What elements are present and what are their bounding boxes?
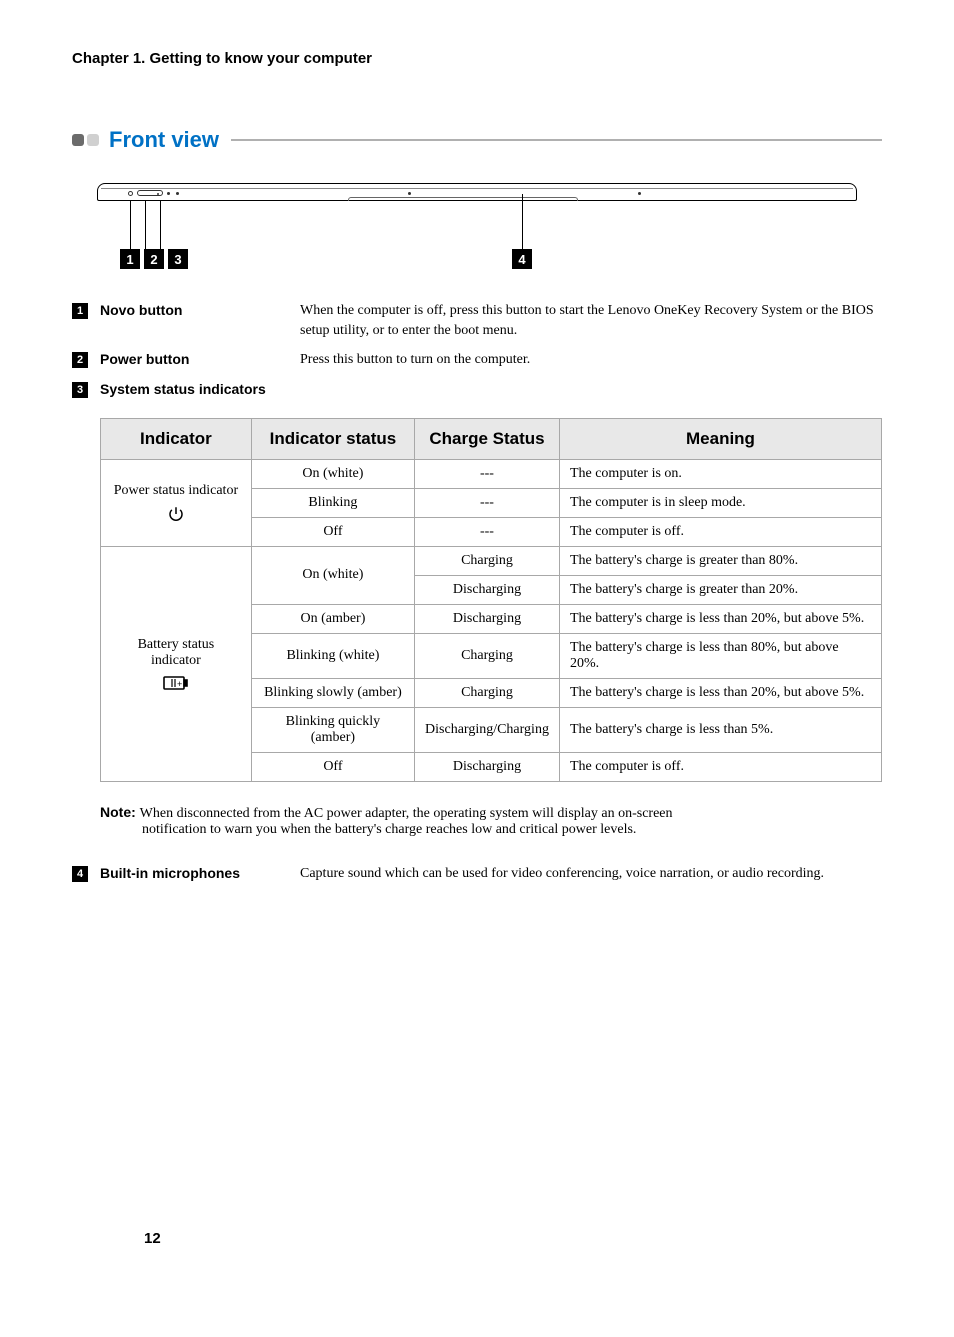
- section-bullet-icon: [72, 134, 99, 146]
- th-indicator-status: Indicator status: [251, 418, 414, 459]
- status-indicator-table: Indicator Indicator status Charge Status…: [100, 418, 882, 782]
- td-charge: Discharging: [415, 604, 560, 633]
- section-title: Front view: [109, 127, 219, 153]
- definition-row: 1 Novo button When the computer is off, …: [72, 301, 882, 340]
- def-badge-1: 1: [72, 303, 88, 319]
- def-desc: Press this button to turn on the compute…: [300, 350, 882, 370]
- laptop-front-outline: [97, 183, 857, 201]
- td-charge: Charging: [415, 546, 560, 575]
- td-charge: Discharging: [415, 752, 560, 781]
- td-charge: ---: [415, 488, 560, 517]
- table-row: Battery status indicator + On (white) Ch…: [101, 546, 882, 575]
- td-status: Blinking: [251, 488, 414, 517]
- page-number: 12: [144, 1230, 161, 1247]
- td-meaning: The battery's charge is greater than 80%…: [559, 546, 881, 575]
- td-status: Blinking quickly (amber): [251, 707, 414, 752]
- td-meaning: The computer is off.: [559, 752, 881, 781]
- definition-row: 3 System status indicators: [72, 380, 882, 398]
- td-meaning: The computer is in sleep mode.: [559, 488, 881, 517]
- td-meaning: The battery's charge is greater than 20%…: [559, 575, 881, 604]
- def-badge-2: 2: [72, 352, 88, 368]
- table-row: Power status indicator On (white) --- Th…: [101, 459, 882, 488]
- td-charge: ---: [415, 517, 560, 546]
- indicator-name: Power status indicator: [114, 483, 238, 498]
- def-badge-3: 3: [72, 382, 88, 398]
- th-charge-status: Charge Status: [415, 418, 560, 459]
- td-status: Blinking slowly (amber): [251, 678, 414, 707]
- mic-dot-icon: [638, 192, 641, 195]
- th-indicator: Indicator: [101, 418, 252, 459]
- chapter-title-text: Chapter 1. Getting to know your computer: [72, 50, 372, 67]
- note-line1: When disconnected from the AC power adap…: [140, 806, 673, 821]
- td-charge: Charging: [415, 633, 560, 678]
- td-meaning: The battery's charge is less than 80%, b…: [559, 633, 881, 678]
- td-charge: Discharging/Charging: [415, 707, 560, 752]
- def-desc: When the computer is off, press this but…: [300, 301, 882, 340]
- td-charge: Charging: [415, 678, 560, 707]
- td-status: On (white): [251, 459, 414, 488]
- td-status: On (amber): [251, 604, 414, 633]
- power-icon: [167, 505, 185, 523]
- th-meaning: Meaning: [559, 418, 881, 459]
- td-meaning: The battery's charge is less than 20%, b…: [559, 604, 881, 633]
- td-charge: ---: [415, 459, 560, 488]
- svg-text:+: +: [177, 679, 182, 689]
- def-label: Built-in microphones: [100, 864, 300, 881]
- def-desc: Capture sound which can be used for vide…: [300, 864, 882, 884]
- td-charge: Discharging: [415, 575, 560, 604]
- def-badge-4: 4: [72, 866, 88, 882]
- mic-dot-icon: [408, 192, 411, 195]
- td-meaning: The battery's charge is less than 5%.: [559, 707, 881, 752]
- td-status: Off: [251, 752, 414, 781]
- definition-row: 2 Power button Press this button to turn…: [72, 350, 882, 370]
- td-status: On (white): [251, 546, 414, 604]
- front-view-diagram: 1 2 3 4: [97, 183, 857, 271]
- definition-list: 1 Novo button When the computer is off, …: [72, 301, 882, 398]
- note-line2: notification to warn you when the batter…: [142, 822, 882, 838]
- td-meaning: The computer is on.: [559, 459, 881, 488]
- def-label: System status indicators: [100, 380, 300, 397]
- callout-badge-4: 4: [512, 249, 532, 269]
- callout-badge-3: 3: [168, 249, 188, 269]
- def-label: Novo button: [100, 301, 300, 318]
- callout-badge-2: 2: [144, 249, 164, 269]
- definition-list-2: 4 Built-in microphones Capture sound whi…: [72, 864, 882, 884]
- callout-badge-1: 1: [120, 249, 140, 269]
- indicator-cell-power: Power status indicator: [101, 459, 252, 546]
- port-cluster: [128, 190, 179, 196]
- td-status: Blinking (white): [251, 633, 414, 678]
- chapter-title: Chapter 1. Getting to know your computer: [72, 50, 882, 67]
- td-status: Off: [251, 517, 414, 546]
- battery-icon: +: [163, 675, 189, 691]
- note-label: Note:: [100, 804, 136, 820]
- def-label: Power button: [100, 350, 300, 367]
- definition-row: 4 Built-in microphones Capture sound whi…: [72, 864, 882, 884]
- td-meaning: The battery's charge is less than 20%, b…: [559, 678, 881, 707]
- indicator-name: Battery status indicator: [138, 637, 215, 668]
- section-rule: [231, 139, 882, 141]
- note-block: Note: When disconnected from the AC powe…: [100, 804, 882, 838]
- td-meaning: The computer is off.: [559, 517, 881, 546]
- indicator-cell-battery: Battery status indicator +: [101, 546, 252, 781]
- section-header: Front view: [72, 127, 882, 153]
